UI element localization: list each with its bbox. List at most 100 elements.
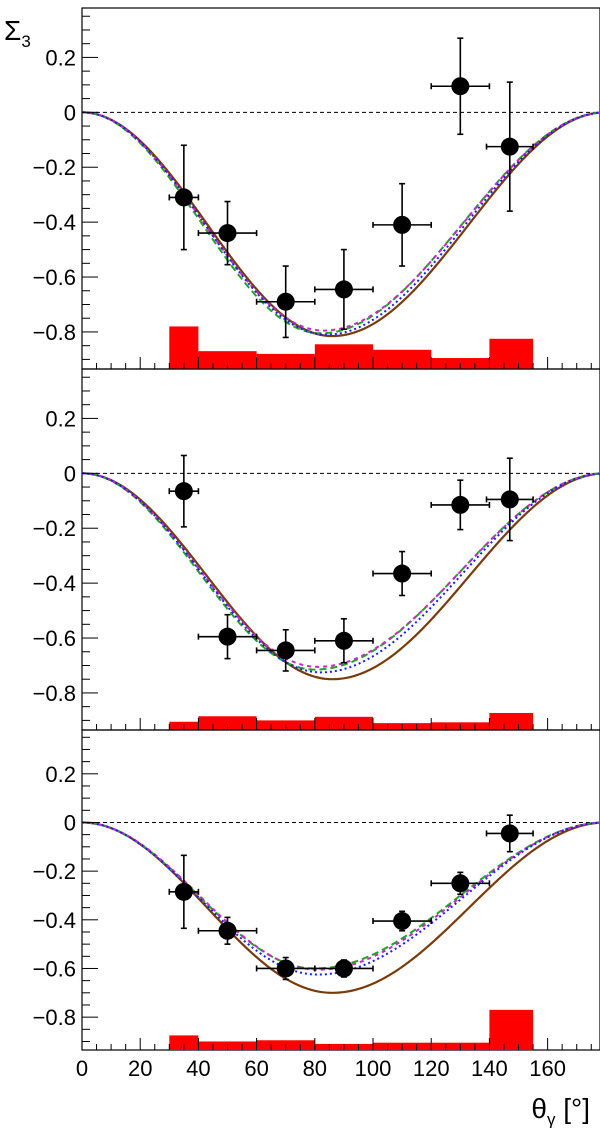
data-point: [372, 550, 433, 597]
panel-frame: [81, 7, 600, 370]
y-tick-label: −0.4: [33, 210, 76, 235]
x-tick-label: 0: [76, 1056, 88, 1081]
data-point: [314, 618, 374, 664]
data-marker: [334, 631, 353, 650]
data-marker: [393, 912, 412, 931]
y-axis: 0.2 0 −0.2 −0.4 −0.6 −0.8: [33, 376, 98, 721]
data-point: [168, 854, 200, 930]
x-tick-label: 80: [303, 1056, 327, 1081]
data-marker: [334, 280, 353, 299]
data-point: [485, 457, 534, 542]
data-marker: [218, 627, 237, 646]
data-marker: [276, 292, 295, 311]
data-marker: [393, 215, 412, 234]
model-curve-dash-magenta: [82, 821, 600, 971]
model-curves: [82, 472, 600, 681]
y-tick-label: 0.2: [45, 45, 76, 70]
data-marker: [500, 137, 519, 156]
systematic-bar: [489, 1009, 534, 1050]
data-point: [372, 182, 433, 267]
x-tick-label: 20: [128, 1056, 152, 1081]
data-point: [430, 871, 491, 896]
data-point: [255, 265, 316, 339]
data-marker: [174, 188, 193, 207]
data-point: [197, 200, 258, 266]
x-tick-label: 160: [529, 1056, 566, 1081]
systematic-bar: [169, 1035, 199, 1050]
data-points: [168, 814, 534, 981]
x-axis: [81, 357, 592, 369]
x-tick-label: 40: [186, 1056, 210, 1081]
data-marker: [276, 641, 295, 660]
panel-frame: [81, 729, 600, 1051]
x-tick-label: 60: [244, 1056, 268, 1081]
panel-3: 0.2 0 −0.2 −0.4 −0.6 −0.8 0 20 40 60 80 100 120 140 16…: [33, 729, 600, 1081]
data-marker: [174, 482, 193, 501]
x-axis: [81, 718, 592, 730]
y-tick-label: 0.2: [45, 406, 76, 431]
model-curve-dash-green: [82, 111, 600, 335]
model-curve-solid-brown: [82, 111, 600, 338]
y-tick-label: −0.2: [33, 516, 76, 541]
data-points: [168, 454, 534, 672]
y-axis: 0.2 0 −0.2 −0.4 −0.6 −0.8: [33, 736, 98, 1042]
data-point: [314, 959, 374, 978]
y-tick-label: −0.2: [33, 859, 76, 884]
model-curves: [82, 111, 600, 338]
y-tick-label: 0: [64, 461, 76, 486]
x-axis-title: θγ [°]: [531, 1093, 590, 1128]
systematic-bars: [169, 712, 534, 730]
model-curve-dot-blue: [82, 821, 600, 976]
data-point: [485, 81, 534, 212]
data-point: [372, 910, 433, 932]
systematic-bars: [169, 1009, 534, 1050]
data-point: [255, 628, 316, 672]
x-tick-label: 120: [413, 1056, 450, 1081]
panels-layer: 0.2 0 −0.2 −0.4 −0.6 −0.8 0.2 0 −0.2 −0.4 −0.6 −0.8…: [33, 7, 600, 1081]
data-point: [168, 144, 200, 251]
panel-frame: [81, 368, 600, 731]
y-tick-label: −0.4: [33, 571, 76, 596]
y-tick-label: −0.4: [33, 908, 76, 933]
y-tick-label: −0.2: [33, 155, 76, 180]
data-point: [197, 613, 258, 660]
y-axis-title: Σ3: [4, 15, 31, 51]
y-tick-label: 0.2: [45, 762, 76, 787]
y-tick-label: 0: [64, 810, 76, 835]
panel-2: 0.2 0 −0.2 −0.4 −0.6 −0.8: [33, 368, 600, 731]
systematic-bar: [169, 326, 199, 369]
systematic-bar: [489, 712, 534, 730]
data-point: [314, 248, 374, 330]
y-tick-label: −0.6: [33, 626, 76, 651]
x-tick-label: 100: [355, 1056, 392, 1081]
data-point: [485, 814, 534, 853]
y-tick-label: 0: [64, 100, 76, 125]
model-curve-dash-green: [82, 472, 600, 671]
data-marker: [393, 564, 412, 583]
y-tick-label: −0.6: [33, 265, 76, 290]
data-marker: [500, 824, 519, 843]
data-marker: [500, 490, 519, 509]
data-marker: [218, 921, 237, 940]
y-tick-label: −0.6: [33, 956, 76, 981]
data-marker: [218, 224, 237, 243]
systematic-bar: [489, 338, 534, 369]
data-marker: [451, 495, 470, 514]
data-point: [255, 956, 316, 981]
data-point: [168, 454, 200, 528]
data-marker: [276, 959, 295, 978]
y-tick-label: −0.8: [33, 320, 76, 345]
model-curve-dash-magenta: [82, 111, 600, 332]
panel-1: 0.2 0 −0.2 −0.4 −0.6 −0.8: [33, 7, 600, 370]
model-curve-dot-blue: [82, 111, 600, 336]
x-tick-label: 140: [471, 1056, 508, 1081]
model-curve-dash-green: [82, 821, 600, 970]
y-tick-label: −0.8: [33, 1005, 76, 1030]
model-curve-solid-brown: [82, 472, 600, 681]
data-marker: [174, 882, 193, 901]
data-point: [197, 916, 258, 945]
y-tick-label: −0.8: [33, 681, 76, 706]
x-axis: 0 20 40 60 80 100 120 140 160: [76, 1038, 592, 1081]
labels-layer: Σ3 θγ [°]: [4, 15, 590, 1128]
